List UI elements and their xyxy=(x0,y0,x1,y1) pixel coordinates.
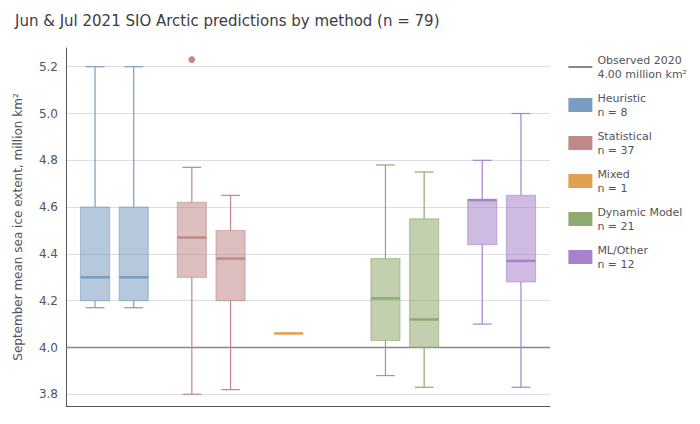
svg-text:n = 37: n = 37 xyxy=(597,144,634,157)
svg-text:Statistical: Statistical xyxy=(597,130,651,143)
svg-text:4.6: 4.6 xyxy=(39,200,58,214)
svg-text:n = 8: n = 8 xyxy=(597,106,627,119)
svg-text:3.8: 3.8 xyxy=(39,387,58,401)
svg-text:Dynamic Model: Dynamic Model xyxy=(597,206,682,219)
svg-text:4.00 million km²: 4.00 million km² xyxy=(597,68,687,81)
svg-text:n = 12: n = 12 xyxy=(597,258,634,271)
svg-text:5.0: 5.0 xyxy=(39,107,58,121)
svg-text:5.2: 5.2 xyxy=(39,60,58,74)
svg-text:Observed 2020: Observed 2020 xyxy=(597,54,681,67)
svg-text:Jun & Jul 2021 SIO Arctic pred: Jun & Jul 2021 SIO Arctic predictions by… xyxy=(14,12,440,30)
svg-text:4.2: 4.2 xyxy=(39,294,58,308)
svg-text:Mixed: Mixed xyxy=(597,168,629,181)
svg-text:4.0: 4.0 xyxy=(39,341,58,355)
svg-text:Heuristic: Heuristic xyxy=(597,92,646,105)
svg-text:n = 1: n = 1 xyxy=(597,182,627,195)
svg-text:ML/Other: ML/Other xyxy=(597,244,648,257)
svg-text:n = 21: n = 21 xyxy=(597,220,634,233)
svg-text:September mean sea ice extent,: September mean sea ice extent, million k… xyxy=(11,93,25,361)
svg-text:4.4: 4.4 xyxy=(39,247,58,261)
svg-text:4.8: 4.8 xyxy=(39,153,58,167)
